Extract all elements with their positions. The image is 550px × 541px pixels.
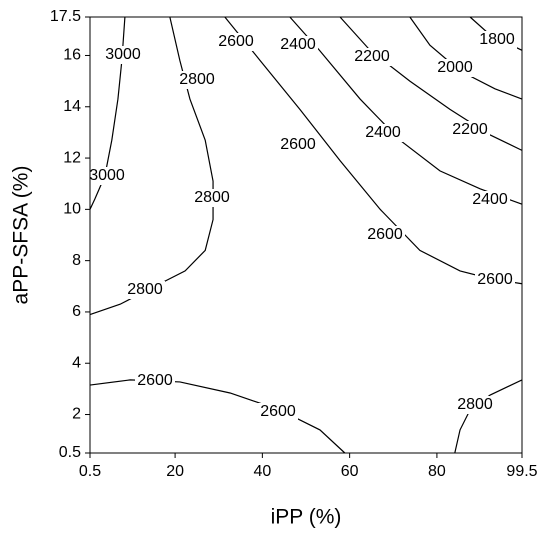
contour-label-bg [435, 59, 475, 77]
contour-label: 2000 [437, 59, 473, 76]
x-tick-label: 20 [166, 463, 184, 480]
contour-label-bg [135, 372, 175, 390]
contour-label: 2800 [127, 281, 163, 298]
contour-label: 2800 [457, 396, 493, 413]
contour-label: 2600 [367, 226, 403, 243]
contour-label-bg [365, 226, 405, 244]
contour-label-bg [258, 403, 298, 421]
y-tick-label: 10 [63, 201, 81, 218]
plot-frame [89, 16, 523, 454]
contour-label-bg [125, 281, 165, 299]
x-tick-label: 99.5 [506, 463, 537, 480]
contour-line [89, 379, 346, 454]
contour-label-bg [470, 191, 510, 209]
contour-label-bg [352, 48, 392, 66]
y-axis-label: aPP-SFSA (%) [10, 166, 33, 305]
contour-label-bg [477, 31, 517, 49]
y-tick-label: 14 [63, 98, 81, 115]
y-tick-label: 0.5 [59, 444, 81, 461]
contour-line [339, 16, 523, 151]
contour-label: 2600 [137, 372, 173, 389]
contour-label: 2400 [280, 36, 316, 53]
contour-label-bg [475, 271, 515, 289]
y-tick-label: 16 [63, 47, 81, 64]
contour-label-bg [216, 33, 256, 51]
contour-label-bg [177, 71, 217, 89]
contour-line [454, 379, 523, 454]
contour-label-bg [87, 167, 127, 185]
y-tick-label: 17.5 [50, 8, 81, 25]
contour-label-bg [278, 36, 318, 54]
contour-label: 2600 [477, 271, 513, 288]
contour-label: 2800 [194, 189, 230, 206]
contour-label: 2200 [354, 48, 390, 65]
contour-label: 2400 [472, 191, 508, 208]
y-tick-label: 4 [72, 354, 81, 371]
y-tick-label: 8 [72, 252, 81, 269]
y-tick-label: 2 [72, 406, 81, 423]
x-axis-label: iPP (%) [271, 506, 342, 529]
contour-label: 2600 [280, 136, 316, 153]
x-tick-label: 0.5 [79, 463, 101, 480]
contour-label: 2800 [179, 71, 215, 88]
x-tick-label: 60 [341, 463, 359, 480]
contour-label: 2600 [260, 403, 296, 420]
x-tick-label: 40 [253, 463, 271, 480]
y-tick-label: 12 [63, 149, 81, 166]
contour-label: 3000 [89, 167, 125, 184]
y-tick-label: 6 [72, 303, 81, 320]
contour-label-bg [450, 121, 490, 139]
contour-label-bg [192, 189, 232, 207]
contour-label-bg [363, 124, 403, 142]
contour-line [409, 16, 523, 100]
contour-label-bg [278, 136, 318, 154]
contour-label: 2400 [365, 124, 401, 141]
contour-label: 3000 [105, 46, 141, 63]
contour-label-bg [103, 46, 143, 64]
contour-label: 2600 [218, 33, 254, 50]
contour-label: 2200 [452, 121, 488, 138]
contour-label-bg [455, 396, 495, 414]
x-tick-label: 80 [428, 463, 446, 480]
contour-label: 1800 [479, 31, 515, 48]
